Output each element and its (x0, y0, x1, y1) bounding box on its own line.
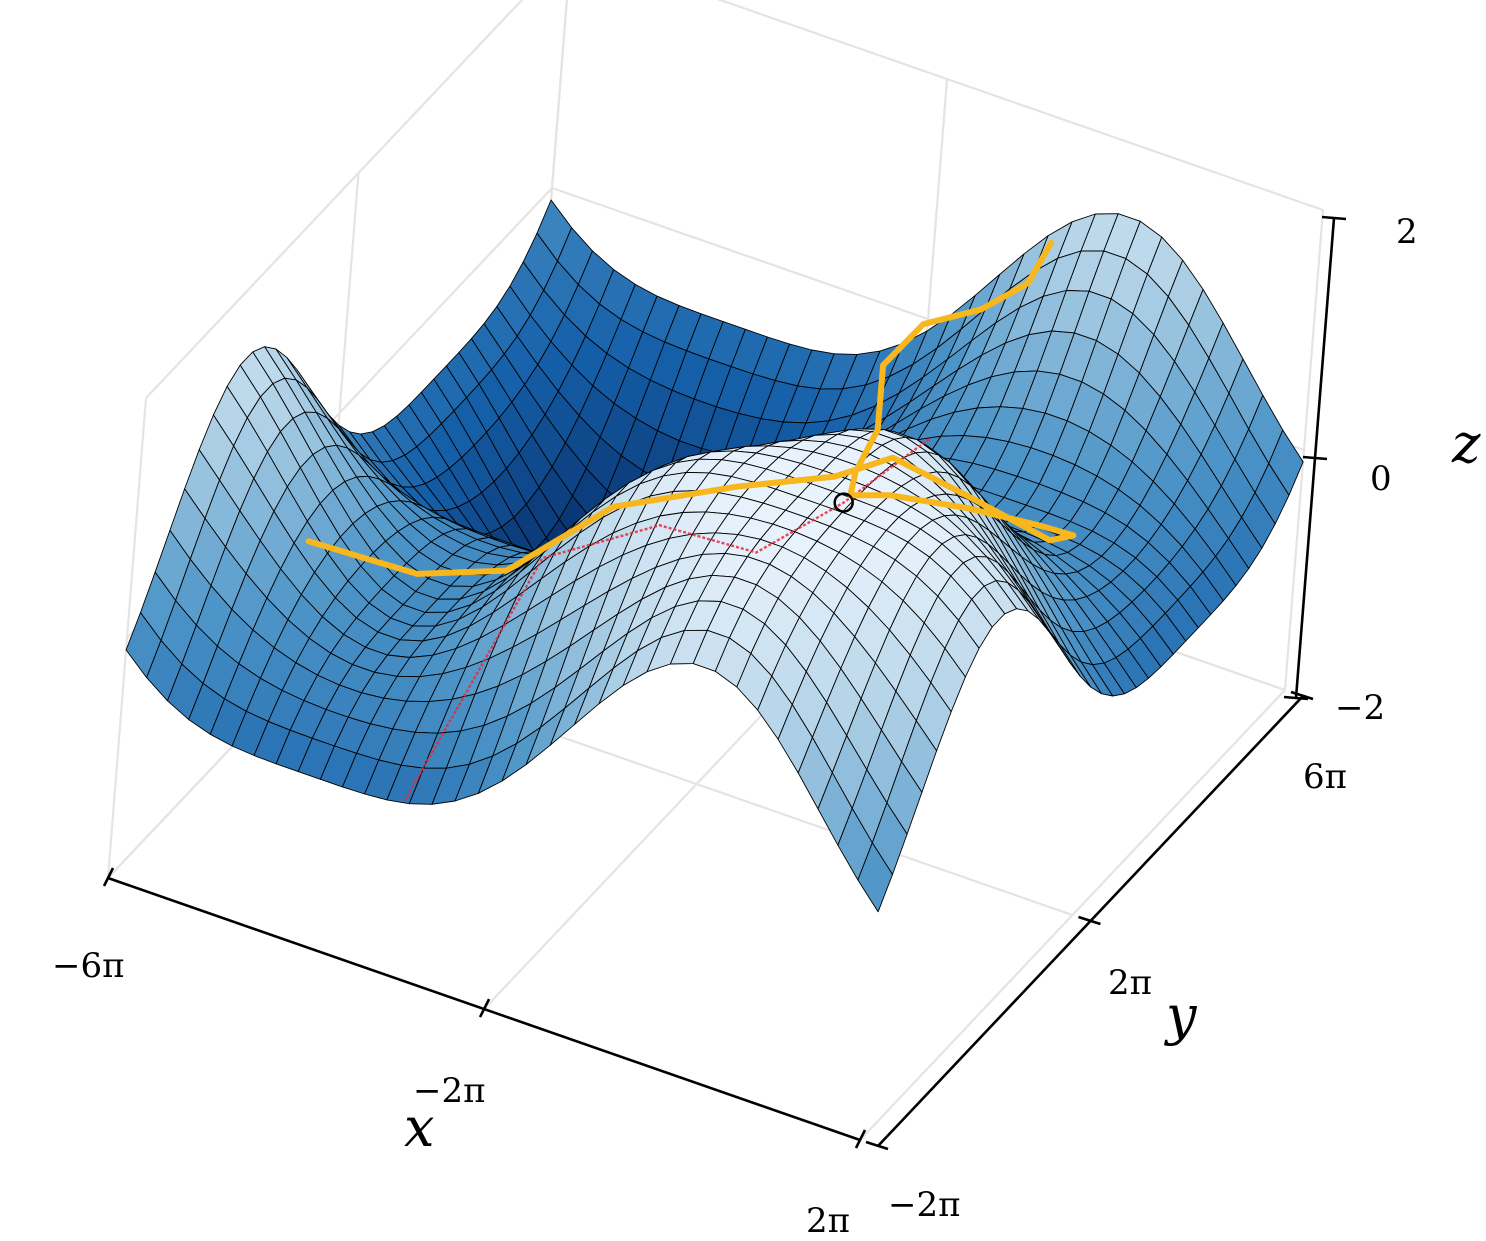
floor-gridline-x-2 (859, 689, 1286, 1141)
x-tick-mark-1 (478, 998, 491, 1018)
surface-mesh (125, 199, 1304, 913)
x-tick-mark-2 (854, 1129, 867, 1149)
y-tick-mark-0 (865, 1140, 889, 1151)
start-point-marker (833, 492, 854, 513)
y-tick-label-2: 6π (1303, 757, 1347, 797)
pane-gridline-side-y-0 (106, 397, 148, 879)
yellow-trajectory-0 (305, 239, 1077, 577)
axis-labels: x y z (404, 412, 1481, 1159)
y-tick-label-0: −2π (888, 1185, 960, 1225)
z-tick-mark-2 (1321, 215, 1347, 221)
z-axis-label: z (1451, 412, 1481, 475)
z-tick-mark-1 (1302, 455, 1328, 461)
surface-cell (857, 842, 893, 913)
x-axis-label: x (404, 1096, 434, 1159)
y-axis-label: y (1164, 984, 1198, 1047)
red-descent-path (403, 437, 932, 802)
trajectory-overlay (305, 239, 1077, 802)
x-tick-label-2: 2π (806, 1201, 850, 1241)
y-tick-label-1: 2π (1108, 963, 1152, 1003)
pane-gridline-z-2 (145, 0, 1324, 399)
y-tick-mark-2 (1290, 690, 1314, 701)
z-tick-label-2: 2 (1396, 212, 1418, 252)
y-tick-mark-1 (1078, 915, 1101, 926)
z-tick-mark-0 (1283, 695, 1309, 701)
z-tick-label-1: 0 (1370, 459, 1392, 499)
tick-labels: −6π −2π 2π −2π 2π 6π −2 0 2 (52, 212, 1418, 1241)
x-tick-mark-0 (102, 867, 115, 887)
axes (102, 215, 1347, 1151)
z-tick-label-0: −2 (1335, 688, 1385, 728)
x-tick-label-1: −2π (413, 1071, 485, 1111)
x-tick-label-0: −6π (52, 946, 124, 986)
pane-gridline-back-x-2 (1283, 209, 1325, 691)
